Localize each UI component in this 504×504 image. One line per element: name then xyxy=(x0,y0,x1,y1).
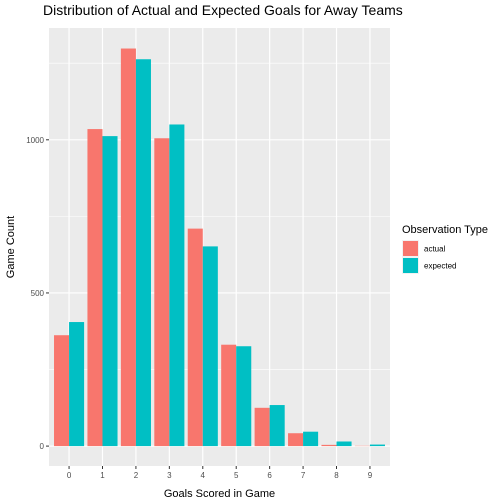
x-tick-label: 8 xyxy=(334,471,339,480)
x-tick-label: 9 xyxy=(368,471,373,480)
y-axis-ticks: 0 500 1000 xyxy=(26,136,49,451)
y-tick-label: 500 xyxy=(31,289,45,298)
y-tick-label: 1000 xyxy=(26,136,44,145)
x-tick-label: 3 xyxy=(167,471,172,480)
x-tick-label: 2 xyxy=(134,471,139,480)
y-tick-label: 0 xyxy=(40,442,45,451)
x-axis-ticks: 0 1 2 3 4 5 6 7 8 9 xyxy=(67,466,373,480)
bar-actual-6 xyxy=(254,407,270,447)
bar-expected-0 xyxy=(69,322,85,447)
bar-actual-1 xyxy=(87,129,103,447)
bar-actual-8 xyxy=(321,444,337,447)
bar-expected-7 xyxy=(303,431,319,447)
y-axis-title: Game Count xyxy=(5,216,17,278)
bar-actual-3 xyxy=(154,138,170,447)
x-tick-label: 1 xyxy=(100,471,105,480)
x-tick-label: 4 xyxy=(201,471,206,480)
legend: Observation Type actual expected xyxy=(402,224,488,274)
bar-expected-1 xyxy=(102,136,118,447)
x-tick-label: 7 xyxy=(301,471,306,480)
x-tick-label: 6 xyxy=(267,471,272,480)
legend-title: Observation Type xyxy=(402,224,488,236)
bar-expected-4 xyxy=(202,246,218,447)
bar-expected-3 xyxy=(169,124,185,447)
bar-actual-2 xyxy=(120,48,136,447)
legend-label-expected: expected xyxy=(424,262,456,271)
chart-title: Distribution of Actual and Expected Goal… xyxy=(43,2,403,18)
bar-expected-6 xyxy=(269,405,285,447)
x-axis-title: Goals Scored in Game xyxy=(164,488,275,500)
bar-expected-5 xyxy=(236,346,252,447)
bar-actual-0 xyxy=(54,335,70,447)
x-tick-label: 0 xyxy=(67,471,72,480)
legend-swatch-expected xyxy=(403,258,418,273)
bar-actual-5 xyxy=(221,344,237,447)
bars xyxy=(54,48,385,447)
x-tick-label: 5 xyxy=(234,471,239,480)
bar-expected-2 xyxy=(135,59,151,447)
bar-actual-7 xyxy=(288,433,304,447)
bar-expected-8 xyxy=(336,441,352,447)
bar-actual-4 xyxy=(187,228,203,447)
bar-expected-9 xyxy=(369,444,385,447)
legend-label-actual: actual xyxy=(424,245,446,254)
legend-swatch-actual xyxy=(403,241,418,256)
